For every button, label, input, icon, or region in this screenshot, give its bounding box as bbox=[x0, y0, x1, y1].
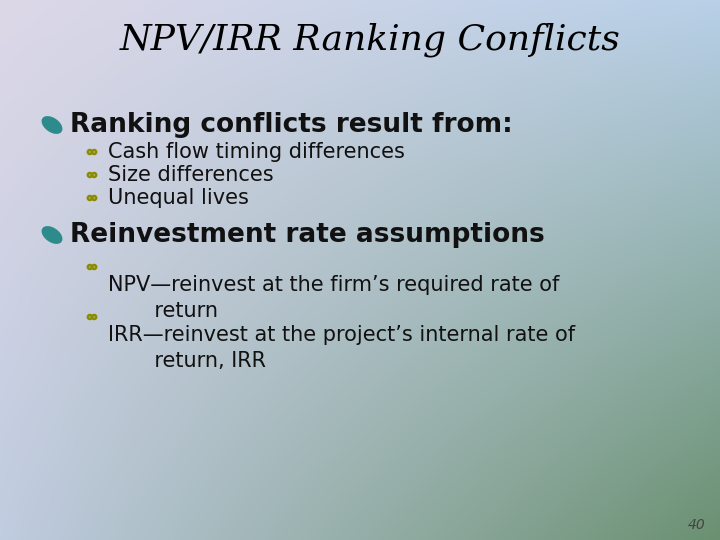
Text: IRR—reinvest at the project’s internal rate of
       return, IRR: IRR—reinvest at the project’s internal r… bbox=[108, 325, 575, 372]
Text: Ranking conflicts result from:: Ranking conflicts result from: bbox=[70, 112, 513, 138]
Text: Cash flow timing differences: Cash flow timing differences bbox=[108, 142, 405, 162]
Text: Unequal lives: Unequal lives bbox=[108, 188, 249, 208]
Polygon shape bbox=[42, 116, 63, 134]
Text: NPV—reinvest at the firm’s required rate of
       return: NPV—reinvest at the firm’s required rate… bbox=[108, 275, 559, 321]
Text: Size differences: Size differences bbox=[108, 165, 274, 185]
Text: 40: 40 bbox=[688, 518, 705, 532]
Text: NPV/IRR Ranking Conflicts: NPV/IRR Ranking Conflicts bbox=[120, 23, 621, 57]
Polygon shape bbox=[42, 226, 63, 244]
Text: Reinvestment rate assumptions: Reinvestment rate assumptions bbox=[70, 222, 545, 248]
